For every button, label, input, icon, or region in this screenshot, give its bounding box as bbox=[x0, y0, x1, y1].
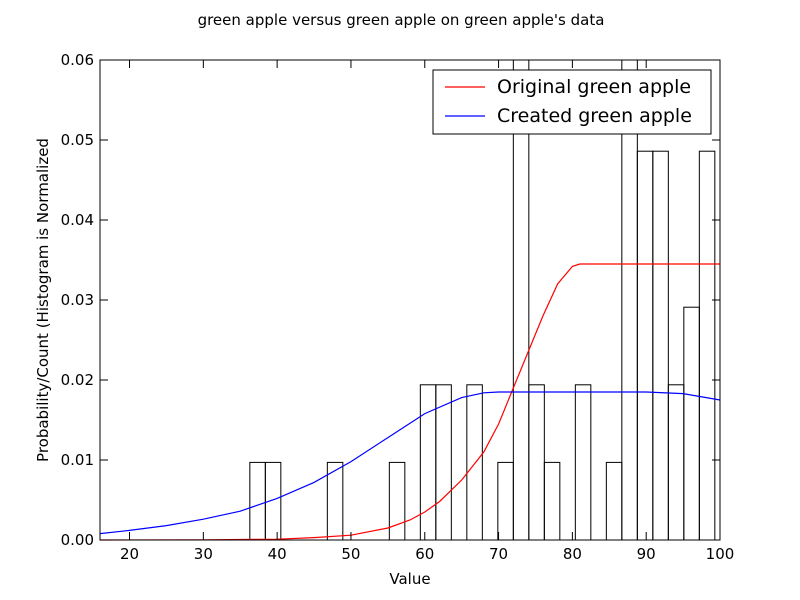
axis-ticks bbox=[100, 59, 721, 541]
histogram-bar-15 bbox=[652, 150, 669, 541]
legend-box bbox=[432, 69, 712, 135]
x-tick-label-0: 20 bbox=[120, 545, 139, 563]
x-axis-title: Value bbox=[389, 570, 430, 588]
x-tick-label-8: 100 bbox=[706, 545, 735, 563]
y-tick-labels: 0.00 0.01 0.02 0.03 0.04 0.05 0.06 bbox=[61, 51, 94, 549]
y-tick-label-2: 0.02 bbox=[61, 371, 94, 389]
y-tick-label-6: 0.06 bbox=[61, 51, 94, 69]
y-tick-label-5: 0.05 bbox=[61, 131, 94, 149]
histogram-bar-18 bbox=[698, 150, 716, 541]
legend-label-original: Original green apple bbox=[497, 76, 691, 98]
x-tick-label-7: 90 bbox=[637, 545, 656, 563]
x-tick-labels: 20 30 40 50 60 70 80 90 100 bbox=[120, 545, 734, 563]
y-tick-label-3: 0.03 bbox=[61, 291, 94, 309]
y-tick-label-1: 0.01 bbox=[61, 451, 94, 469]
y-tick-label-0: 0.00 bbox=[61, 531, 94, 549]
histogram-bar-16 bbox=[667, 384, 685, 541]
histogram-bar-6 bbox=[466, 384, 483, 541]
legend-label-created: Created green apple bbox=[497, 105, 692, 127]
chart-title: green apple versus green apple on green … bbox=[198, 11, 605, 29]
histogram-bar-17 bbox=[683, 306, 700, 541]
x-tick-label-3: 50 bbox=[341, 545, 360, 563]
x-tick-label-2: 40 bbox=[268, 545, 287, 563]
histogram-bar-12 bbox=[605, 461, 623, 541]
x-tick-label-4: 60 bbox=[415, 545, 434, 563]
y-tick-label-4: 0.04 bbox=[61, 211, 94, 229]
x-tick-label-1: 30 bbox=[194, 545, 213, 563]
histogram-bar-4 bbox=[419, 384, 437, 541]
histogram-bar-11 bbox=[574, 384, 592, 541]
series-line-1 bbox=[99, 391, 721, 535]
histogram-bar-10 bbox=[543, 461, 561, 541]
series-line-0 bbox=[99, 263, 720, 541]
x-tick-label-5: 70 bbox=[489, 545, 508, 563]
histogram-bar-9 bbox=[528, 384, 545, 541]
histogram-bar-0 bbox=[249, 461, 266, 541]
histogram-bar-7 bbox=[497, 461, 514, 541]
histogram-bar-14 bbox=[636, 150, 654, 541]
legend: Original green apple Created green apple bbox=[432, 69, 712, 135]
y-axis-title: Probability/Count (Histogram is Normaliz… bbox=[34, 138, 52, 462]
histogram-bar-3 bbox=[388, 461, 406, 541]
series-lines bbox=[99, 263, 721, 541]
x-tick-label-6: 80 bbox=[563, 545, 582, 563]
